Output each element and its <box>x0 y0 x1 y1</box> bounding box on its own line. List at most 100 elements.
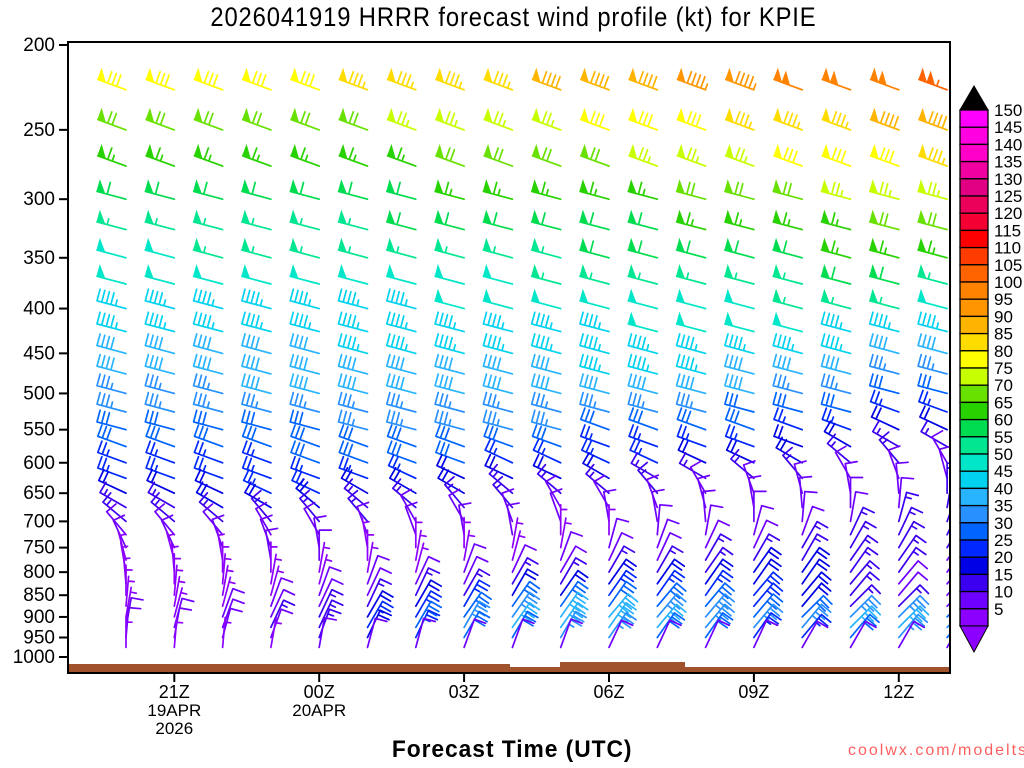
wind-barb <box>772 373 804 395</box>
wind-barb <box>579 391 610 413</box>
wind-barb-pennant <box>242 143 251 160</box>
wind-barb <box>482 353 514 375</box>
wind-barb <box>270 599 296 629</box>
wind-barb <box>96 440 127 464</box>
wind-barb <box>798 475 813 509</box>
wind-barb-pennant <box>193 107 203 124</box>
wind-barb <box>849 546 879 573</box>
wind-barb <box>559 557 587 585</box>
wind-barb-pennant <box>289 237 299 253</box>
wind-barb <box>241 70 272 91</box>
colorbar-cell <box>959 212 989 232</box>
y-axis-tick-label: 300 <box>23 189 55 210</box>
wind-barb <box>801 603 832 629</box>
wind-barb-pennant <box>917 209 927 225</box>
date-label: 20APR <box>292 701 346 720</box>
colorbar-label: 65 <box>994 393 1013 412</box>
colorbar-cell <box>959 384 989 404</box>
wind-barb <box>868 333 900 355</box>
wind-barb <box>192 333 224 355</box>
wind-barb <box>318 578 344 608</box>
wind-barb <box>173 552 182 585</box>
wind-barb <box>484 453 514 480</box>
wind-barb <box>318 616 338 649</box>
wind-barb <box>704 546 734 573</box>
wind-barb <box>414 617 437 649</box>
wind-barb-pennant <box>145 107 155 124</box>
wind-barb-pennant <box>772 179 782 195</box>
wind-barb <box>849 534 879 561</box>
wind-barb <box>414 579 443 608</box>
wind-barb-pennant <box>781 70 791 87</box>
wind-barb <box>849 584 882 608</box>
wind-barb <box>753 603 784 629</box>
wind-barb <box>241 333 272 355</box>
wind-barb <box>608 580 637 608</box>
wind-barb <box>676 424 707 448</box>
wind-barb <box>608 601 637 629</box>
colorbar-cell <box>959 195 989 214</box>
wind-barb <box>820 311 852 333</box>
wind-barb <box>579 333 610 355</box>
wind-barb-pennant <box>869 143 879 160</box>
wind-barb <box>820 391 852 413</box>
wind-barb <box>725 438 755 464</box>
wind-barb <box>192 391 224 413</box>
wind-barb <box>483 111 514 131</box>
wind-barb <box>414 555 441 585</box>
wind-barb-pennant <box>242 107 251 124</box>
wind-barb <box>318 541 331 573</box>
wind-barb <box>724 391 755 413</box>
wind-barb <box>559 591 589 618</box>
wind-barb-pennant <box>628 67 638 84</box>
wind-barb <box>289 311 321 333</box>
wind-barb-pennant <box>144 237 154 253</box>
wind-barb <box>290 440 321 464</box>
wind-barb <box>531 424 562 448</box>
y-axis-tick-label: 500 <box>23 383 55 404</box>
wind-barb-pennant <box>676 107 686 124</box>
wind-barb <box>290 70 321 91</box>
wind-barb <box>627 373 659 395</box>
wind-barb <box>530 373 562 395</box>
wind-barb-pennant <box>772 209 782 225</box>
wind-barb <box>704 533 732 561</box>
wind-barb <box>676 147 707 167</box>
wind-barb <box>820 181 852 201</box>
wind-barb <box>192 353 224 375</box>
wind-barb <box>434 391 465 413</box>
colorbar-cell <box>959 315 989 335</box>
watermark: coolwx.com/modelts <box>848 742 1024 759</box>
wind-barb-pennant <box>820 179 831 195</box>
colorbar-cell <box>959 143 989 163</box>
wind-barb <box>385 373 417 395</box>
wind-barb <box>337 391 369 413</box>
wind-barb-pennant <box>386 263 396 280</box>
wind-barb-pennant <box>97 107 107 124</box>
wind-barb <box>338 70 369 91</box>
wind-barb <box>463 516 471 549</box>
wind-barb <box>656 603 687 629</box>
wind-barb <box>463 529 476 561</box>
y-axis-tick-label: 950 <box>23 627 55 648</box>
wind-barb <box>435 440 465 464</box>
y-axis-tick-label: 700 <box>23 511 55 532</box>
wind-barb <box>651 488 665 523</box>
wind-barb <box>289 333 321 355</box>
wind-barb <box>772 353 804 375</box>
wind-barb <box>386 424 417 448</box>
wind-barb <box>241 288 272 310</box>
colorbar-label: 145 <box>994 118 1022 137</box>
wind-barb-pennant <box>483 67 493 84</box>
colorbar-under-arrow <box>959 625 989 654</box>
wind-barb <box>849 605 882 629</box>
wind-barb <box>97 468 127 495</box>
colorbar-label: 5 <box>994 600 1003 619</box>
wind-barb <box>289 409 321 431</box>
chart-title: 2026041919 HRRR forecast wind profile (k… <box>210 2 817 32</box>
wind-barb <box>463 543 487 573</box>
wind-barb <box>656 582 687 608</box>
wind-barb-pennant <box>434 263 444 280</box>
wind-barb <box>96 70 127 91</box>
wind-barb-pennant <box>869 237 879 253</box>
